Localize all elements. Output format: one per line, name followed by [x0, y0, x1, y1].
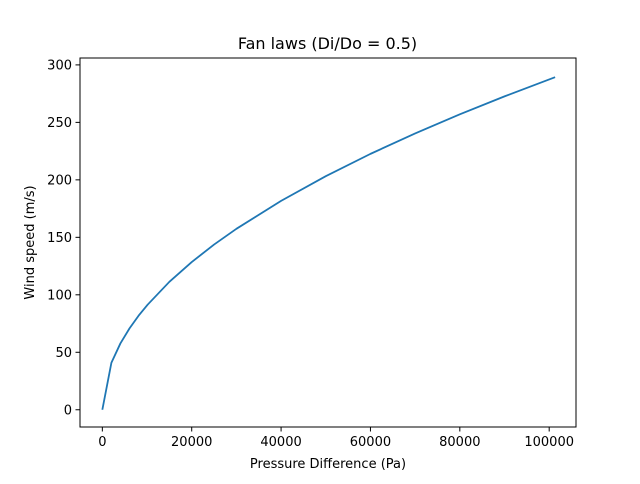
y-tick-label: 250	[47, 116, 72, 131]
y-tick-label: 50	[55, 346, 72, 361]
plot-frame	[79, 57, 577, 428]
x-tick-label: 100000	[524, 435, 574, 450]
y-tick-label: 0	[64, 403, 72, 418]
x-tick-label: 40000	[260, 435, 301, 450]
chart-title: Fan laws (Di/Do = 0.5)	[238, 34, 417, 53]
x-tick-label: 20000	[171, 435, 212, 450]
y-tick-label: 150	[47, 231, 72, 246]
x-axis-ticks: 0 20000 40000 60000 80000 100000	[98, 427, 574, 450]
series-line-0	[101, 76, 556, 410]
y-tick-label: 100	[47, 288, 72, 303]
y-tick-label: 200	[47, 173, 72, 188]
x-tick-label: 0	[98, 435, 106, 450]
y-tick-label: 300	[47, 58, 72, 73]
y-axis-ticks: 0 50 100 150 200 250 300	[47, 58, 80, 418]
x-axis-label: Pressure Difference (Pa)	[250, 457, 406, 472]
plot-area	[101, 76, 556, 410]
x-tick-label: 60000	[350, 435, 391, 450]
x-tick-label: 80000	[439, 435, 480, 450]
y-axis-label: Wind speed (m/s)	[23, 185, 38, 299]
